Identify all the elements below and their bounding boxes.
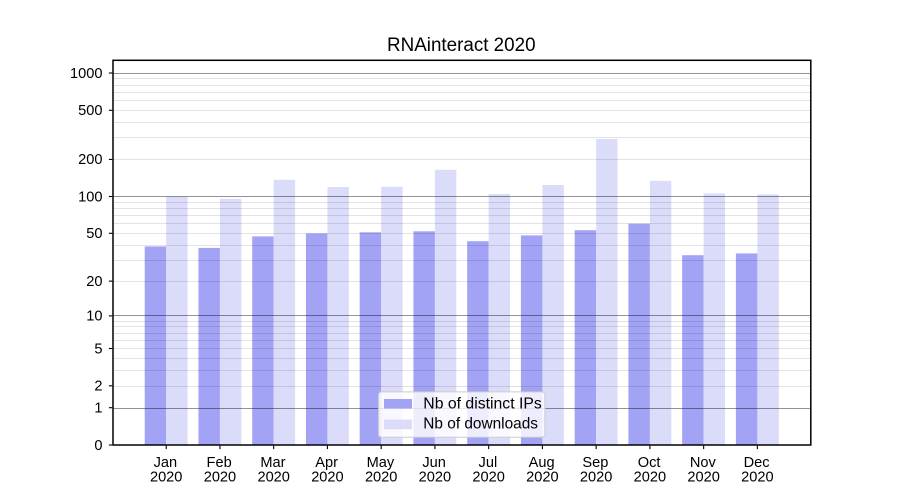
svg-text:2020: 2020 [634,470,666,486]
svg-text:5: 5 [94,341,102,357]
svg-text:10: 10 [86,309,102,325]
svg-text:100: 100 [78,189,102,205]
svg-text:1000: 1000 [70,66,102,82]
svg-text:500: 500 [78,103,102,119]
svg-text:Apr: Apr [315,455,338,471]
svg-text:Dec: Dec [744,455,770,471]
svg-text:1: 1 [94,401,102,417]
svg-text:Jun: Jun [422,455,446,471]
svg-text:2020: 2020 [365,470,397,486]
svg-text:0: 0 [94,438,102,454]
svg-text:2020: 2020 [687,470,719,486]
svg-text:2: 2 [94,379,102,395]
svg-text:Jan: Jan [154,455,178,471]
svg-text:Feb: Feb [207,455,232,471]
svg-text:RNAinteract 2020: RNAinteract 2020 [387,35,536,56]
svg-text:2020: 2020 [741,470,773,486]
svg-text:2020: 2020 [580,470,612,486]
svg-text:2020: 2020 [150,470,182,486]
svg-text:2020: 2020 [311,470,343,486]
svg-text:2020: 2020 [526,470,558,486]
svg-text:50: 50 [86,226,102,242]
svg-text:20: 20 [86,274,102,290]
svg-text:2020: 2020 [472,470,504,486]
svg-text:2020: 2020 [204,470,236,486]
svg-text:Nov: Nov [690,455,717,471]
svg-text:May: May [367,455,395,471]
svg-text:Nb of distinct IPs: Nb of distinct IPs [423,396,542,413]
svg-text:Sep: Sep [582,455,608,471]
svg-text:Mar: Mar [260,455,285,471]
svg-text:200: 200 [78,152,102,168]
svg-text:Aug: Aug [529,455,555,471]
svg-text:2020: 2020 [257,470,289,486]
svg-text:Nb of downloads: Nb of downloads [423,415,538,432]
svg-text:Jul: Jul [479,455,498,471]
svg-text:Oct: Oct [638,455,661,471]
svg-text:2020: 2020 [419,470,451,486]
